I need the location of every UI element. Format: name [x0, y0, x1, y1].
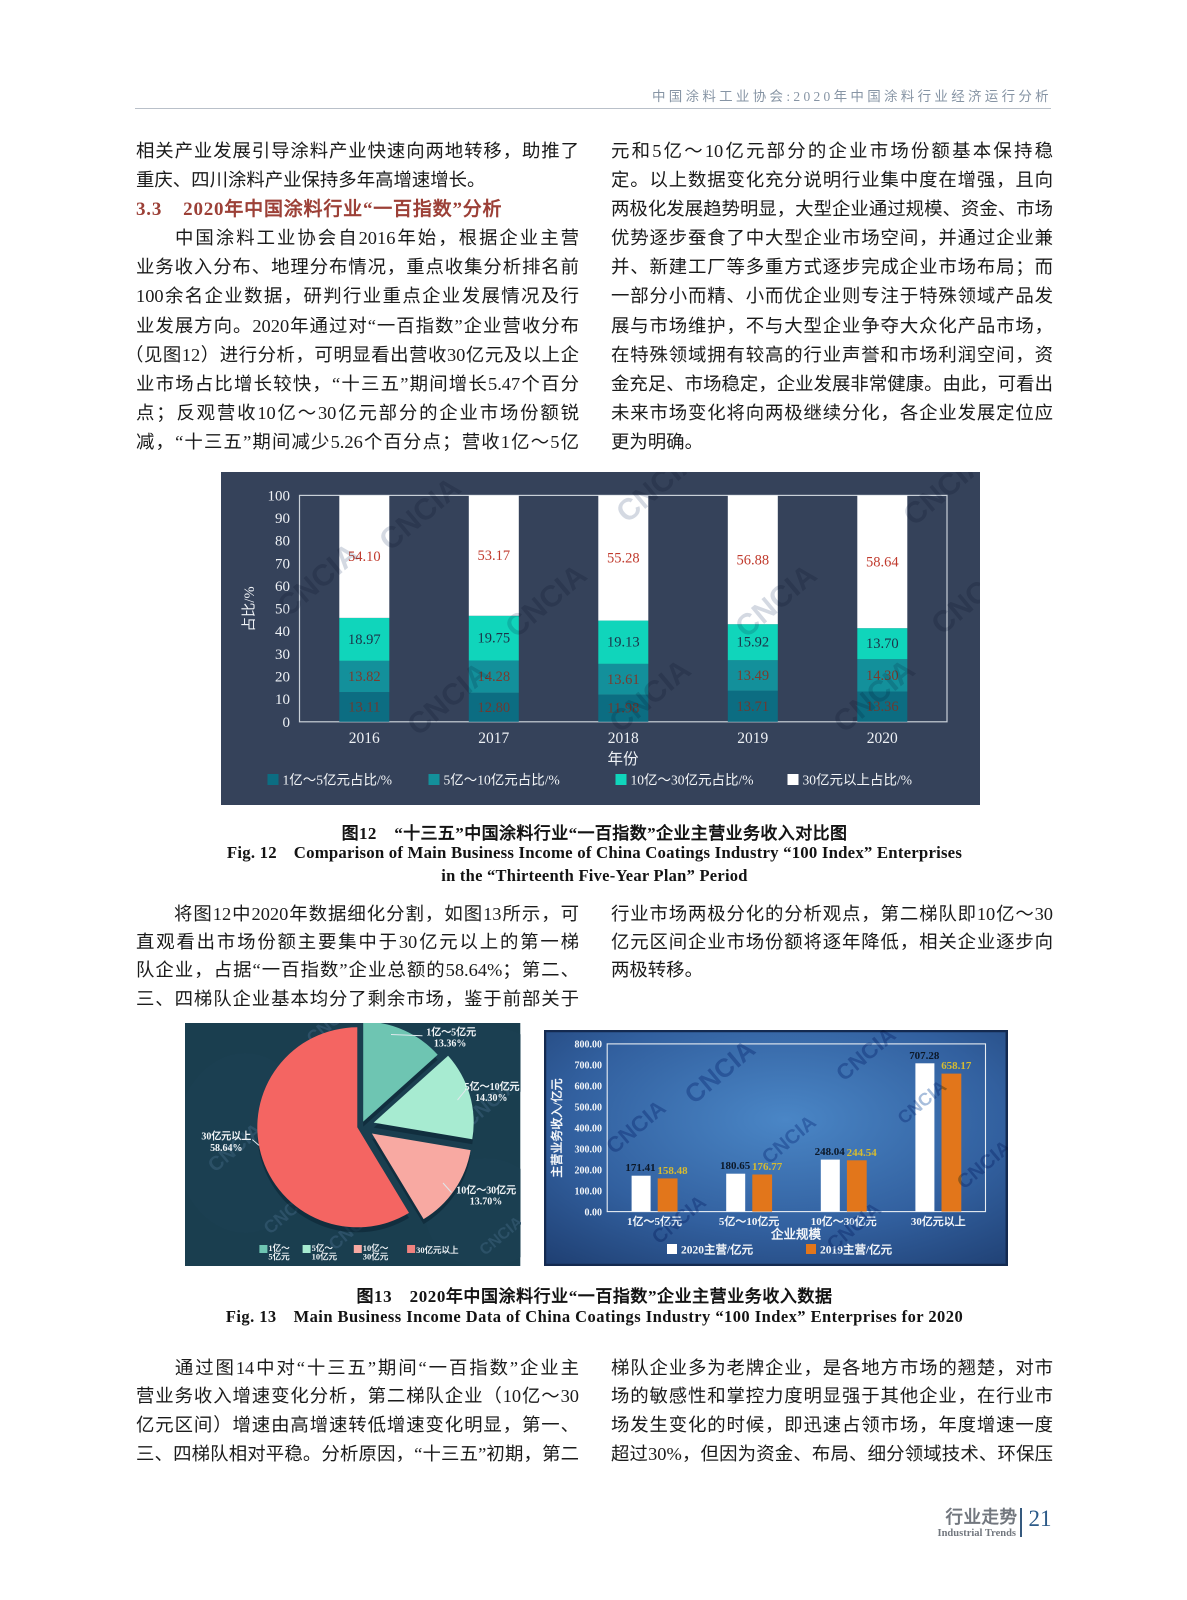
- svg-text:19.13: 19.13: [606, 634, 639, 650]
- svg-text:100.00: 100.00: [575, 1186, 602, 1197]
- svg-text:10亿～: 10亿～: [363, 1243, 389, 1253]
- svg-text:30亿元以上: 30亿元以上: [202, 1130, 252, 1143]
- svg-text:12.80: 12.80: [477, 699, 510, 715]
- svg-text:主营业务收入/亿元: 主营业务收入/亿元: [549, 1078, 564, 1177]
- svg-text:80: 80: [275, 533, 290, 549]
- svg-text:10亿～30亿元: 10亿～30亿元: [457, 1184, 517, 1197]
- svg-text:30: 30: [275, 646, 290, 662]
- svg-text:5亿～10亿元占比/%: 5亿～10亿元占比/%: [443, 772, 559, 787]
- svg-text:占比/%: 占比/%: [241, 586, 258, 631]
- svg-text:200.00: 200.00: [575, 1165, 602, 1176]
- svg-text:400.00: 400.00: [575, 1123, 602, 1134]
- svg-text:171.41: 171.41: [625, 1162, 655, 1174]
- svg-text:800.00: 800.00: [575, 1039, 602, 1050]
- svg-text:707.28: 707.28: [909, 1049, 940, 1061]
- svg-text:5亿～10亿元: 5亿～10亿元: [465, 1080, 520, 1093]
- svg-text:2019: 2019: [737, 730, 768, 747]
- svg-text:年份: 年份: [607, 750, 639, 768]
- svg-text:30亿元以上: 30亿元以上: [416, 1245, 459, 1255]
- svg-text:158.48: 158.48: [657, 1165, 688, 1177]
- svg-text:248.04: 248.04: [815, 1146, 846, 1158]
- svg-text:1亿～: 1亿～: [269, 1243, 291, 1253]
- svg-text:1亿～5亿元占比/%: 1亿～5亿元占比/%: [282, 772, 392, 787]
- svg-text:5亿元: 5亿元: [269, 1251, 291, 1261]
- svg-text:10亿～30亿元占比/%: 10亿～30亿元占比/%: [630, 772, 753, 787]
- svg-text:2018: 2018: [607, 730, 638, 747]
- svg-text:14.28: 14.28: [477, 669, 510, 685]
- svg-text:244.54: 244.54: [847, 1146, 878, 1158]
- svg-text:10亿～30亿元: 10亿～30亿元: [811, 1214, 877, 1228]
- svg-text:30亿元: 30亿元: [363, 1251, 389, 1261]
- svg-text:2019主营/亿元: 2019主营/亿元: [820, 1242, 893, 1256]
- svg-text:2020主营/亿元: 2020主营/亿元: [681, 1242, 754, 1256]
- svg-text:企业规模: 企业规模: [770, 1226, 821, 1241]
- svg-text:176.77: 176.77: [752, 1161, 783, 1173]
- svg-text:13.71: 13.71: [736, 698, 769, 714]
- svg-text:54.10: 54.10: [347, 549, 380, 565]
- svg-text:500.00: 500.00: [575, 1102, 602, 1113]
- svg-text:90: 90: [275, 511, 290, 527]
- svg-text:658.17: 658.17: [941, 1060, 972, 1072]
- svg-text:19.75: 19.75: [477, 630, 510, 646]
- svg-text:13.70: 13.70: [865, 636, 898, 652]
- svg-text:13.70%: 13.70%: [470, 1197, 502, 1208]
- svg-text:50: 50: [275, 601, 290, 617]
- svg-text:2016: 2016: [348, 730, 379, 747]
- svg-text:70: 70: [275, 556, 290, 572]
- svg-text:13.36: 13.36: [865, 699, 898, 715]
- svg-text:13.11: 13.11: [348, 699, 380, 715]
- svg-text:180.65: 180.65: [720, 1160, 751, 1172]
- svg-text:14.30: 14.30: [865, 667, 898, 683]
- svg-text:0.00: 0.00: [585, 1207, 602, 1218]
- svg-text:11.98: 11.98: [607, 700, 639, 716]
- svg-text:2017: 2017: [478, 730, 509, 747]
- svg-text:10亿元: 10亿元: [312, 1251, 338, 1261]
- svg-text:2020: 2020: [866, 730, 897, 747]
- svg-text:5亿～10亿元: 5亿～10亿元: [719, 1214, 779, 1228]
- svg-text:10: 10: [275, 692, 290, 708]
- svg-text:1亿～5亿元: 1亿～5亿元: [627, 1214, 682, 1228]
- svg-text:1亿～5亿元: 1亿～5亿元: [427, 1026, 477, 1039]
- svg-text:700.00: 700.00: [575, 1060, 602, 1071]
- svg-text:30亿元以上占比/%: 30亿元以上占比/%: [802, 772, 912, 787]
- svg-text:58.64%: 58.64%: [210, 1143, 242, 1154]
- svg-text:13.61: 13.61: [606, 671, 639, 687]
- svg-text:55.28: 55.28: [606, 550, 639, 566]
- svg-text:13.49: 13.49: [736, 668, 769, 684]
- svg-text:300.00: 300.00: [575, 1144, 602, 1155]
- svg-text:53.17: 53.17: [477, 548, 510, 564]
- svg-text:5亿～: 5亿～: [312, 1243, 334, 1253]
- svg-text:600.00: 600.00: [575, 1081, 602, 1092]
- svg-text:18.97: 18.97: [347, 631, 380, 647]
- svg-text:100: 100: [267, 488, 290, 504]
- svg-text:13.82: 13.82: [347, 669, 380, 685]
- svg-text:15.92: 15.92: [736, 634, 769, 650]
- svg-text:56.88: 56.88: [736, 552, 769, 568]
- svg-text:40: 40: [275, 624, 290, 640]
- svg-text:14.30%: 14.30%: [475, 1093, 507, 1104]
- svg-text:30亿元以上: 30亿元以上: [911, 1214, 966, 1228]
- svg-text:60: 60: [275, 579, 290, 595]
- svg-text:13.36%: 13.36%: [434, 1038, 466, 1049]
- svg-text:0: 0: [282, 714, 290, 730]
- svg-text:58.64: 58.64: [865, 554, 898, 570]
- svg-text:20: 20: [275, 669, 290, 685]
